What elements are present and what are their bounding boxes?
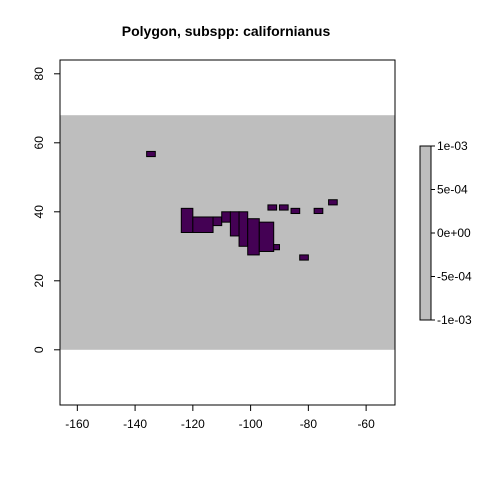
x-tick-label: -80 xyxy=(300,417,318,431)
raster-background xyxy=(60,115,395,350)
presence-cell xyxy=(212,216,223,227)
y-tick-label: 40 xyxy=(32,205,46,219)
legend-tick-label: 0e+00 xyxy=(437,226,471,240)
presence-cell xyxy=(258,221,275,252)
presence-cell xyxy=(146,150,156,158)
x-tick-label: -120 xyxy=(181,417,205,431)
x-tick-label: -100 xyxy=(239,417,263,431)
x-tick-label: -160 xyxy=(65,417,89,431)
presence-cell xyxy=(328,199,338,206)
presence-cell xyxy=(238,211,249,247)
chart-title: Polygon, subspp: californianus xyxy=(122,23,331,39)
presence-cell xyxy=(180,207,194,234)
presence-cell xyxy=(221,211,231,223)
y-tick-label: 60 xyxy=(32,136,46,150)
y-tick-label: 20 xyxy=(32,274,46,288)
plot-frame xyxy=(59,59,396,406)
color-legend: 1e-03 5e-04 0e+00 -5e-04 -1e-03 xyxy=(419,139,472,327)
legend-tick-label: 5e-04 xyxy=(437,183,468,197)
y-tick-label: 80 xyxy=(32,67,46,81)
legend-tick-label: -1e-03 xyxy=(437,313,472,327)
presence-cell xyxy=(299,254,309,261)
y-tick-label: 0 xyxy=(32,346,46,353)
presence-cell xyxy=(273,244,280,251)
presence-cell xyxy=(229,211,240,237)
plot-layer: -160 -140 -120 -100 -80 -60 0 20 40 60 80 xyxy=(32,59,396,431)
x-tick-label: -60 xyxy=(357,417,375,431)
presence-cell xyxy=(290,207,301,215)
presence-cell xyxy=(247,218,260,256)
legend-color-bar xyxy=(419,145,432,321)
presence-cell xyxy=(267,204,278,211)
legend-tick-label: -5e-04 xyxy=(437,270,472,284)
x-tick-label: -140 xyxy=(123,417,147,431)
presence-cell xyxy=(313,207,324,215)
presence-cell xyxy=(192,216,214,234)
presence-cell xyxy=(278,204,289,211)
legend-tick-label: 1e-03 xyxy=(437,139,468,153)
